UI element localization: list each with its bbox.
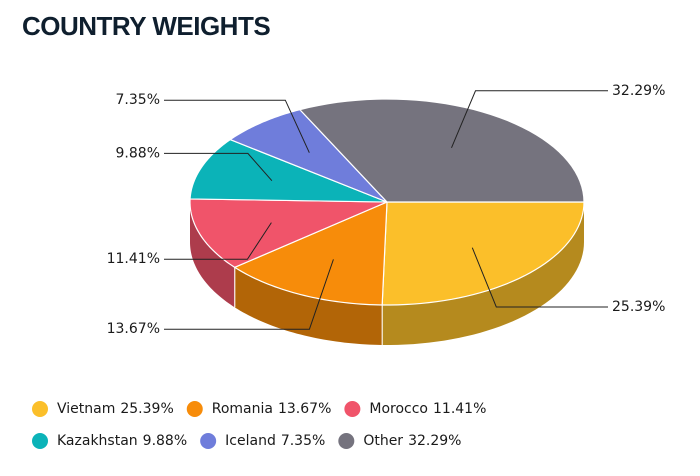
leader-line	[164, 152, 273, 182]
data-label: 25.39%	[612, 299, 665, 315]
legend-value: 32.29%	[408, 433, 461, 449]
legend-swatch	[32, 401, 48, 417]
slice	[233, 201, 388, 306]
slice	[381, 201, 585, 306]
leader-line	[164, 222, 272, 260]
chart-title: COUNTRY WEIGHTS	[22, 11, 270, 41]
legend-value: 11.41%	[433, 401, 486, 417]
data-label: 13.67%	[107, 321, 160, 337]
legend-item: Kazakhstan 9.88%	[32, 433, 187, 449]
legend-value: 25.39%	[120, 401, 173, 417]
slice-side	[234, 267, 383, 345]
data-label: 7.35%	[116, 92, 160, 108]
legend-label: Vietnam 25.39%	[57, 401, 174, 417]
legend-label: Other 32.29%	[363, 433, 461, 449]
slice	[189, 138, 388, 203]
legend-name: Iceland	[225, 433, 276, 449]
legend-swatch	[200, 433, 217, 449]
slice	[228, 108, 388, 203]
data-label: 11.41%	[107, 251, 160, 267]
legend-item: Morocco 11.41%	[344, 401, 486, 417]
legend-name: Romania	[212, 401, 273, 417]
slice	[298, 98, 585, 203]
leader-line	[451, 90, 608, 148]
legend-name: Morocco	[369, 401, 428, 417]
legend-item: Vietnam 25.39%	[32, 401, 174, 417]
legend-item: Other 32.29%	[338, 433, 461, 449]
legend-swatch	[338, 433, 355, 449]
legend-item: Romania 13.67%	[186, 401, 332, 417]
legend-swatch	[32, 433, 48, 449]
legend-value: 7.35%	[281, 433, 325, 449]
legend-swatch	[186, 401, 203, 417]
data-label: 32.29%	[612, 83, 665, 99]
leader-line	[471, 247, 608, 308]
legend-name: Kazakhstan	[57, 433, 138, 449]
legend-name: Other	[363, 433, 403, 449]
slice	[189, 198, 388, 269]
legend-label: Romania 13.67%	[212, 401, 332, 417]
legend-value: 13.67%	[278, 401, 331, 417]
slice-side	[190, 202, 235, 308]
legend-name: Vietnam	[57, 401, 115, 417]
legend-item: Iceland 7.35%	[200, 433, 325, 449]
data-label: 9.88%	[116, 145, 160, 161]
legend-value: 9.88%	[143, 433, 187, 449]
legend-swatch	[344, 401, 361, 417]
slice-side	[382, 202, 584, 345]
legend-label: Kazakhstan 9.88%	[57, 433, 187, 449]
leader-line	[164, 99, 310, 153]
legend-label: Morocco 11.41%	[369, 401, 486, 417]
leader-line	[164, 259, 334, 330]
legend-label: Iceland 7.35%	[225, 433, 325, 449]
